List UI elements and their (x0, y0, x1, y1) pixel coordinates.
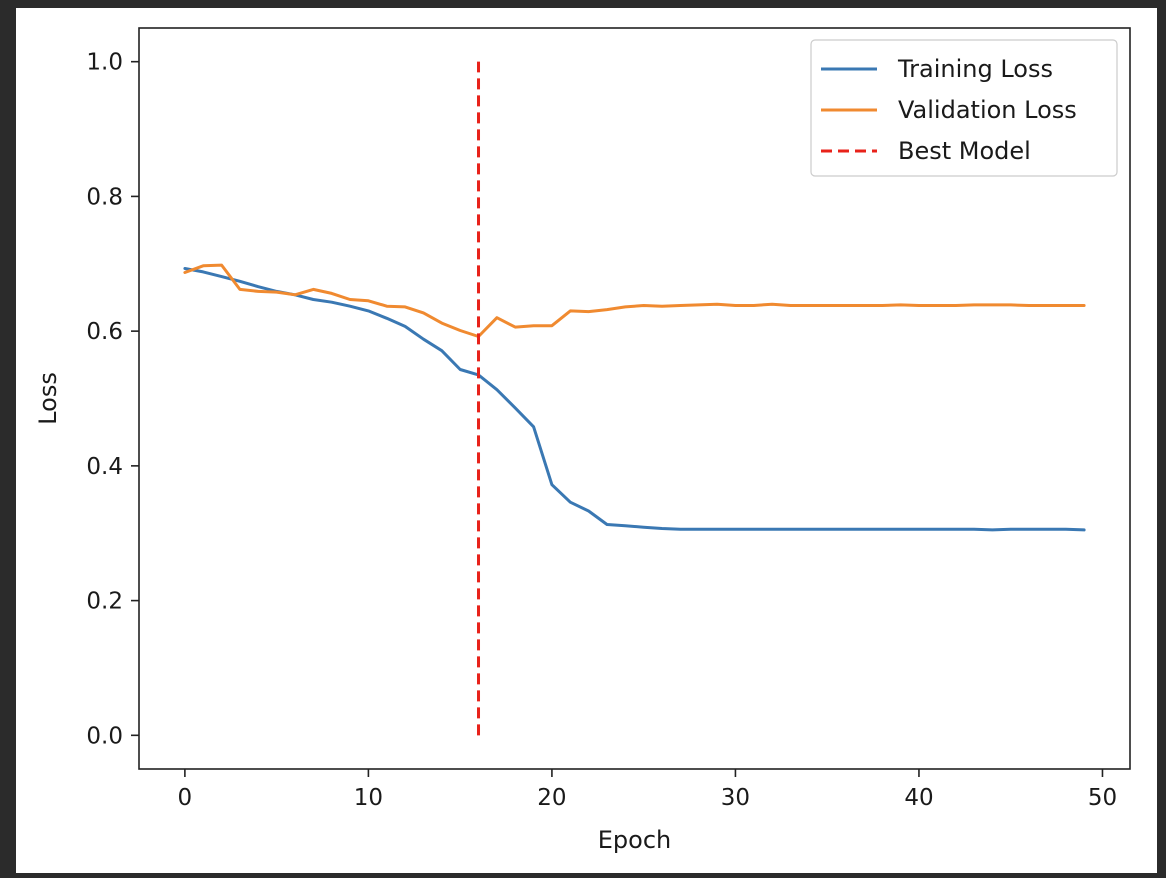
legend-box (810, 39, 1118, 177)
x-tick-label: 0 (178, 785, 193, 811)
legend-label-validation-loss: Validation Loss (898, 96, 1077, 124)
x-tick-label: 10 (354, 785, 383, 811)
y-tick-label: 0.8 (86, 184, 123, 210)
y-tick-label: 0.6 (86, 319, 123, 345)
y-tick-label: 0.0 (86, 723, 123, 749)
x-tick-label: 50 (1088, 785, 1117, 811)
x-tick-label: 30 (721, 785, 750, 811)
y-tick-label: 1.0 (86, 50, 123, 76)
legend: Training Loss Validation Loss Best Model (810, 39, 1118, 177)
y-axis-label: Loss (34, 372, 62, 425)
series-line-validation-loss (183, 263, 1086, 338)
legend-label-training-loss: Training Loss (897, 55, 1053, 83)
axes-frame (138, 27, 1131, 770)
x-tick-label: 20 (537, 785, 566, 811)
plot-area (183, 61, 1086, 736)
chart-figure: 0 10 20 30 40 50 0.0 0.2 0.4 0.6 0.8 1.0 Epoch Loss… (16, 8, 1157, 873)
axis-ticks: 0 10 20 30 40 50 0.0 0.2 0.4 0.6 0.8 1.0 (86, 50, 1117, 811)
x-tick-label: 40 (904, 785, 933, 811)
x-axis-label: Epoch (598, 826, 672, 854)
loss-chart: 0 10 20 30 40 50 0.0 0.2 0.4 0.6 0.8 1.0 Epoch Loss… (34, 27, 1131, 854)
y-tick-label: 0.4 (86, 454, 123, 480)
y-tick-label: 0.2 (86, 589, 123, 615)
legend-label-best-model: Best Model (898, 137, 1031, 165)
series-line-training-loss (183, 267, 1086, 532)
